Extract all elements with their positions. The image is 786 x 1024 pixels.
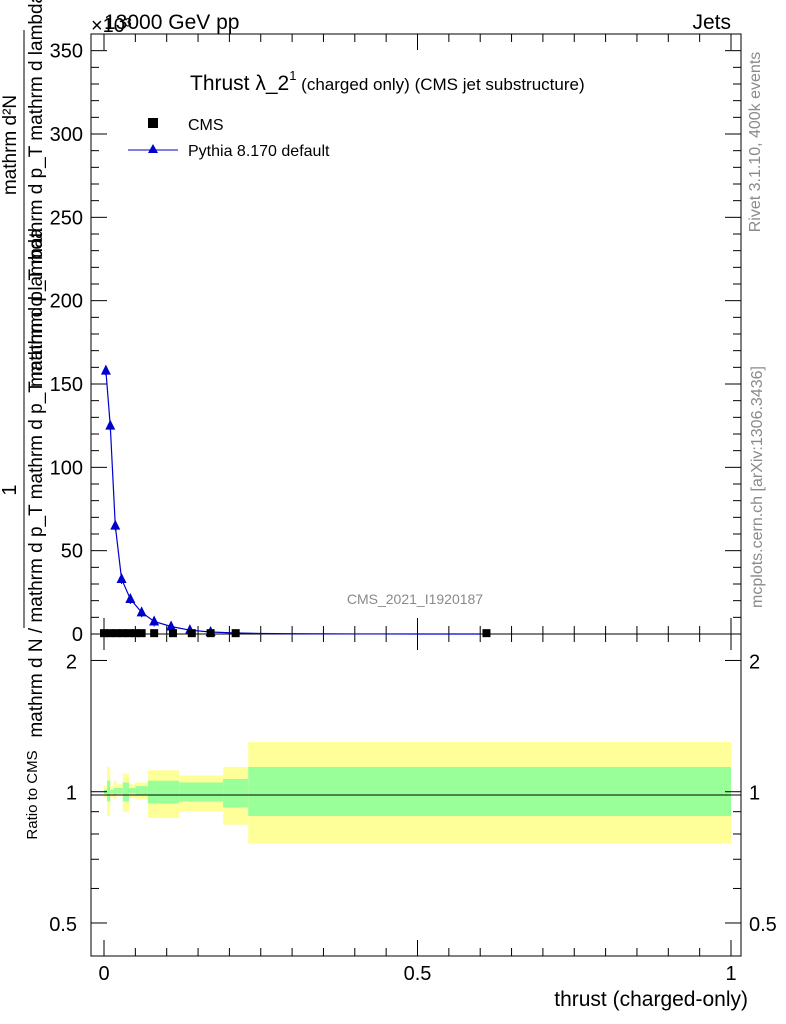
pythia-line <box>105 370 481 635</box>
y-label-fraction-bottom: mathrm d N / mathrm d p_T mathrm d p_T m… <box>26 228 47 738</box>
main-y-tick-label: 250 <box>50 207 83 229</box>
cms-point <box>168 629 177 638</box>
y-label-denominator: mathrm d p_T mathrm d p_T mathrm d lambd… <box>26 0 47 387</box>
main-y-tick-label: 300 <box>50 124 83 146</box>
cms-point <box>118 629 127 638</box>
pythia-point <box>110 519 121 530</box>
header-right-label: Jets <box>692 11 731 34</box>
pythia-point <box>100 364 111 375</box>
plot-title: Thrust λ_21 (charged only) (CMS jet subs… <box>190 68 585 95</box>
rivet-version-label: Rivet 3.1.10, 400k events <box>747 52 764 233</box>
main-y-tick-label: 0 <box>72 624 83 646</box>
ratio-y-tick-label: 2 <box>66 651 77 673</box>
main-y-axis-ticks: 0 50 100 150 200 250 300 350 <box>50 33 741 646</box>
ratio-green-band-segment <box>248 766 731 816</box>
cms-point <box>231 629 240 638</box>
main-y-tick-label: 50 <box>61 541 83 563</box>
ratio-y-tick-label-right: 2 <box>749 651 760 673</box>
main-y-tick-label: 350 <box>50 41 83 63</box>
mcplots-reference-label: mcplots.cern.ch [arXiv:1306.3436] <box>749 366 766 608</box>
legend-pythia-label: Pythia 8.170 default <box>188 143 330 160</box>
cms-point <box>482 629 491 638</box>
plot-title-rest: (charged only) (CMS jet substructure) <box>296 75 584 94</box>
legend-cms-label: CMS <box>188 117 224 134</box>
cms-point <box>112 629 121 638</box>
ratio-green-band-segment <box>116 787 123 794</box>
ratio-green-band-segment <box>129 787 136 794</box>
analysis-watermark: CMS_2021_I1920187 <box>347 591 483 607</box>
ratio-green-band-segment <box>179 782 224 802</box>
ratio-green-band-segment <box>107 780 111 802</box>
ratio-green-band-segment <box>223 778 249 808</box>
cms-point <box>187 629 196 638</box>
main-x-axis-ticks <box>103 34 732 634</box>
plot-title-superscript: 1 <box>289 68 296 83</box>
pythia-point <box>166 620 177 631</box>
pythia-point <box>125 593 136 603</box>
cms-point <box>131 629 140 638</box>
main-y-tick-label: 100 <box>50 457 83 479</box>
y-label-numerator: mathrm d²N <box>0 95 21 195</box>
cms-point <box>106 629 115 638</box>
ratio-green-band-segment <box>135 786 148 796</box>
ratio-green-band-segment <box>110 789 114 794</box>
y-label-fraction-top: 1 <box>0 484 21 495</box>
pythia-point <box>149 615 160 626</box>
ratio-y-axis-label: Ratio to CMS <box>24 750 41 839</box>
ratio-y-axis-ticks: 0.5 0.5 1 1 2 2 <box>49 651 777 936</box>
ratio-x-tick-label: 1 <box>725 963 736 985</box>
main-y-tick-label: 150 <box>50 374 83 396</box>
ratio-x-tick-label: 0 <box>98 963 109 985</box>
cms-point <box>125 629 134 638</box>
ratio-y-tick-label-right: 0.5 <box>749 914 777 936</box>
main-y-tick-label: 200 <box>50 291 83 313</box>
plot-title-main: Thrust λ_2 <box>190 72 289 95</box>
cms-series <box>100 629 491 638</box>
ratio-green-band-segment <box>147 780 180 804</box>
ratio-x-tick-label: 0.5 <box>404 963 432 985</box>
pythia-point <box>105 419 116 430</box>
ratio-green-band-segment <box>122 782 130 802</box>
legend: CMS Pythia 8.170 default <box>128 117 330 160</box>
ratio-green-band-segment <box>113 787 117 796</box>
cms-point <box>137 629 146 638</box>
legend-cms-marker <box>148 118 158 128</box>
pythia-point <box>136 606 147 617</box>
x-axis-label: thrust (charged-only) <box>554 988 748 1011</box>
cms-point <box>150 629 159 638</box>
legend-pythia-marker <box>148 144 158 153</box>
y-scale-exponent: ×10³ <box>91 15 132 37</box>
header-left-label: 13000 GeV pp <box>104 11 239 34</box>
ratio-y-tick-label: 0.5 <box>49 914 77 936</box>
cms-point <box>206 629 215 638</box>
main-y-axis-label: mathrm d²N mathrm d p_T mathrm d p_T mat… <box>0 0 47 738</box>
ratio-y-tick-label-right: 1 <box>749 783 760 805</box>
ratio-y-tick-label: 1 <box>66 783 77 805</box>
pythia-point <box>116 573 127 583</box>
ratio-uncertainty-bands <box>104 742 731 844</box>
ratio-x-axis-ticks: 0 0.5 1 <box>98 634 737 985</box>
cms-point <box>100 629 108 638</box>
